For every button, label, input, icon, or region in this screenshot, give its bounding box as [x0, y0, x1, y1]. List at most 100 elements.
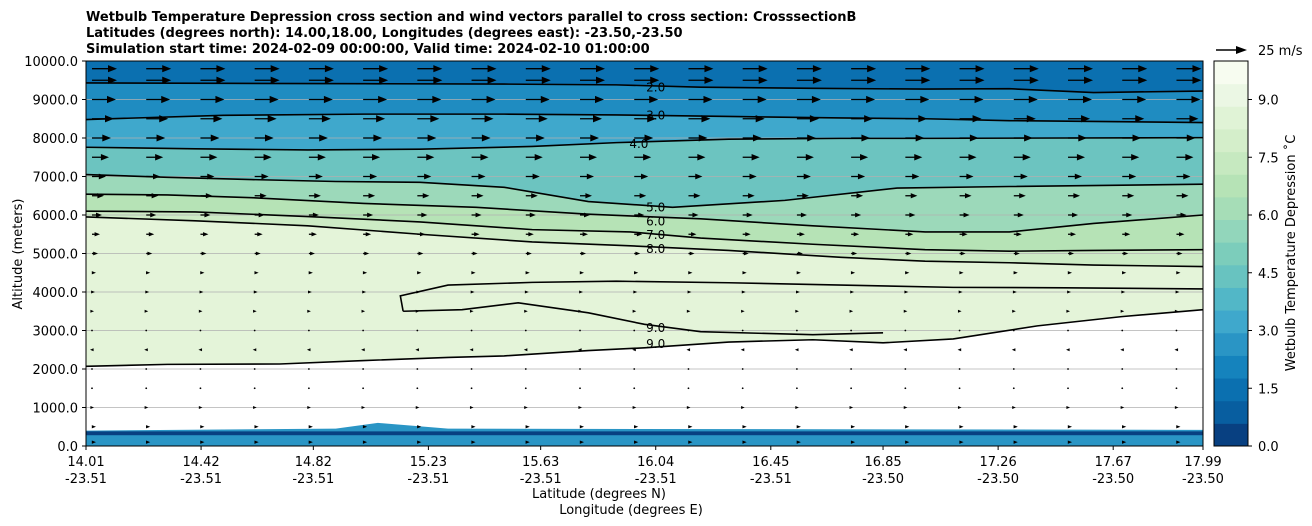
- contour-line: [85, 193, 1204, 233]
- wind-vector-head: [1180, 212, 1187, 218]
- wind-vector-head: [1185, 154, 1194, 161]
- wind-vector-head: [639, 193, 647, 199]
- wind-vector-head: [852, 251, 858, 256]
- wind-vector-head: [799, 232, 805, 237]
- wind-vector-head: [1120, 406, 1125, 409]
- wind-vector-head: [920, 95, 930, 104]
- x-tick-label-lat: 15.23: [410, 455, 447, 470]
- wind-vector-head: [741, 309, 745, 313]
- wind-vector-head: [102, 134, 111, 142]
- wind-vector-head: [416, 290, 421, 294]
- wind-vector-head: [364, 251, 370, 256]
- wind-vector-head: [151, 193, 159, 199]
- wind-vector-head: [144, 406, 149, 409]
- wind-vector-head: [105, 115, 114, 123]
- wind-vector: [307, 368, 310, 370]
- wind-vector-head: [579, 425, 585, 429]
- wind-vector: [91, 329, 93, 332]
- colorbar-band: [1214, 378, 1248, 402]
- colorbar-band: [1214, 400, 1248, 424]
- wind-vector-head: [586, 173, 595, 180]
- wind-vector-head: [1026, 115, 1036, 123]
- wind-vector-head: [638, 212, 645, 218]
- wind-vector-head: [795, 309, 799, 313]
- wind-vector-head: [959, 271, 964, 275]
- wind-vector-head: [743, 251, 749, 256]
- wind-vector-head: [475, 212, 482, 218]
- wind-vector-head: [1013, 271, 1018, 275]
- wind-vector-head: [90, 348, 94, 352]
- y-tick-label: 0.0: [57, 440, 78, 455]
- wind-vector-head: [585, 193, 593, 199]
- wind-vector-head: [741, 290, 746, 294]
- wind-vector: [904, 368, 907, 370]
- wind-vector-head: [378, 95, 388, 104]
- wind-vector: [524, 329, 527, 332]
- wind-vector-head: [144, 348, 148, 352]
- wind-vector-head: [469, 309, 474, 313]
- wind-vector-head: [258, 212, 265, 218]
- wind-vector-head: [91, 425, 96, 429]
- wind-vector-head: [650, 65, 660, 73]
- wind-vector-head: [308, 425, 313, 429]
- wind-vector-head: [855, 212, 862, 218]
- wind-vector-head: [579, 440, 585, 444]
- wind-vector: [633, 368, 636, 370]
- wind-vector-head: [742, 425, 747, 429]
- wind-vector-head: [649, 95, 659, 104]
- wind-vector-head: [307, 309, 311, 313]
- wind-vector: [1175, 368, 1178, 370]
- wind-vector-head: [693, 193, 701, 199]
- y-tick-label: 10000.0: [24, 55, 78, 70]
- contour-label: 2.0: [646, 81, 665, 95]
- wind-vector-head: [534, 154, 543, 161]
- wind-vector-head: [634, 425, 639, 429]
- wind-vector: [470, 329, 473, 332]
- wind-vector-head: [692, 212, 699, 218]
- wind-vector-head: [796, 290, 800, 294]
- colorbar-tick-label: 7.5: [1258, 151, 1279, 166]
- wind-vector: [416, 329, 419, 332]
- wind-vector-head: [312, 212, 319, 218]
- colorbar-label: Wetbulb Temperature Depression ˚C: [1283, 135, 1299, 372]
- wind-vector-head: [155, 154, 164, 161]
- wind-vector-head: [426, 154, 435, 161]
- wind-vector-head: [478, 173, 486, 180]
- wind-vector: [904, 329, 907, 332]
- wind-vector-head: [108, 65, 117, 73]
- contour-label: 8.0: [646, 242, 665, 256]
- wind-vector-head: [422, 193, 430, 199]
- wind-vector: [1012, 368, 1015, 370]
- wind-vector-head: [536, 134, 545, 142]
- wind-vector-head: [905, 271, 910, 275]
- wind-vector: [91, 387, 93, 390]
- wind-vector-head: [1067, 271, 1073, 275]
- y-tick-label: 6000.0: [33, 209, 79, 224]
- wind-vector-head: [306, 348, 311, 352]
- wind-vector-head: [525, 271, 530, 275]
- wind-vector-head: [476, 193, 484, 199]
- wind-vector: [850, 368, 853, 370]
- wind-vector-head: [430, 115, 440, 123]
- wind-vector-head: [1121, 290, 1126, 294]
- x-tick-label-lat: 16.45: [752, 455, 789, 470]
- wind-vector-head: [757, 95, 767, 104]
- x-tick-label-lat: 14.82: [295, 455, 332, 470]
- wind-vector-head: [796, 440, 801, 444]
- x-tick-label-lon: -23.50: [1092, 472, 1134, 487]
- chart-title-line-3: Simulation start time: 2024-02-09 00:00:…: [86, 42, 650, 57]
- wind-vector: [145, 329, 148, 332]
- wind-vector-head: [904, 290, 909, 294]
- wind-vector-head: [205, 193, 213, 199]
- wind-vector-head: [308, 440, 313, 444]
- band-5-6: [86, 174, 1203, 232]
- wind-vector-head: [254, 440, 259, 444]
- wind-vector-head: [216, 76, 226, 84]
- wind-vector-head: [903, 309, 908, 313]
- wind-vector-head: [905, 440, 910, 444]
- wind-vector-head: [314, 193, 321, 199]
- wind-vector-head: [361, 406, 366, 409]
- wind-vector-head: [254, 271, 259, 275]
- colorbar-band: [1214, 355, 1248, 379]
- wind-vector: [199, 329, 202, 332]
